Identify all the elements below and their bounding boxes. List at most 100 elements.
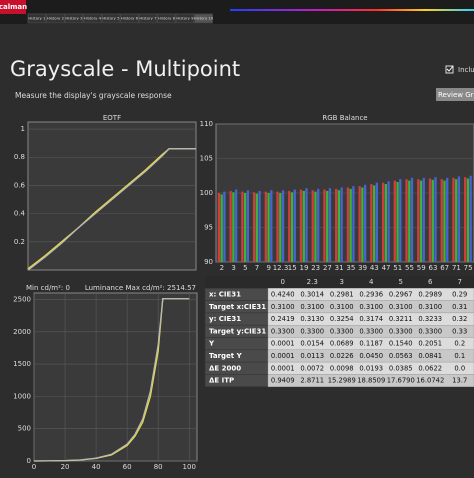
bar (457, 176, 461, 262)
y-tick-label: 0.6 (14, 181, 26, 189)
tab-label[interactable]: History 2 (47, 16, 65, 21)
x-tick-label: 31 (335, 264, 344, 272)
cell: 0.0113 (300, 352, 324, 360)
cell: 0.0098 (330, 364, 354, 372)
x-tick-label: 19 (299, 264, 308, 272)
bar (243, 193, 247, 262)
tab-label[interactable]: History 10 (194, 16, 214, 21)
tab-label[interactable]: History 6 (121, 16, 139, 21)
checkbox-label[interactable]: Inclu (458, 66, 474, 74)
cell: 0.0622 (418, 364, 442, 372)
cell: 0.3100 (271, 303, 295, 311)
bar (293, 189, 296, 262)
row-label: ΔE 2000 (209, 364, 241, 372)
y-tick-label: 1000 (13, 392, 31, 400)
x-tick-label: 59 (417, 264, 426, 272)
x-tick-label: 60 (123, 463, 132, 471)
tab-label[interactable]: History 3 (65, 16, 83, 21)
bar (446, 177, 449, 262)
bar (417, 179, 420, 262)
bar (346, 187, 350, 262)
tab-label[interactable]: History 1 (28, 16, 46, 21)
button-label[interactable]: Review Gra (438, 91, 474, 99)
bar (302, 190, 305, 262)
tab-label[interactable]: History 7 (139, 16, 157, 21)
x-tick-label: 47 (382, 264, 391, 272)
bar (232, 192, 235, 262)
line (27, 148, 196, 271)
cell: 0.3300 (271, 327, 295, 335)
bar (405, 179, 408, 262)
tab-label[interactable]: History 8 (158, 16, 176, 21)
column-header: 7 (458, 278, 462, 286)
checkbox[interactable] (445, 65, 454, 74)
cell: 0.2981 (330, 290, 354, 298)
line (33, 297, 190, 462)
eotf-title: EOTF (103, 114, 121, 122)
plot-area (33, 292, 198, 462)
bar (440, 179, 443, 262)
y-tick-label: 1500 (13, 360, 31, 368)
cell: 18.8509 (357, 377, 385, 385)
x-tick-label: 20 (61, 463, 70, 471)
cell: 0.3100 (359, 303, 383, 311)
x-tick-label: 23 (311, 264, 320, 272)
bar (340, 187, 343, 262)
bar (372, 185, 376, 262)
x-tick-label: 0 (32, 463, 36, 471)
bar (299, 189, 303, 262)
cell: 15.2989 (328, 377, 356, 385)
y-tick-label: 90 (204, 258, 213, 266)
x-tick-label: 100 (183, 463, 196, 471)
cell: 0.3300 (300, 327, 324, 335)
cell: 0.3100 (389, 303, 413, 311)
cell: 0.3300 (330, 327, 354, 335)
logo: calman (0, 3, 27, 11)
bar (255, 193, 259, 262)
cell: 0.0193 (359, 364, 383, 372)
bar (422, 177, 425, 262)
x-tick-label: 80 (154, 463, 163, 471)
lum-label: Luminance (85, 284, 123, 292)
bar (264, 191, 267, 262)
title: Grayscale - Multipoint (10, 57, 240, 81)
bar (387, 181, 390, 262)
y-tick-label: 110 (200, 120, 213, 128)
bar (328, 188, 332, 262)
bar (443, 180, 446, 262)
tab-label[interactable]: History 9 (176, 16, 194, 21)
x-tick-label: 3 (231, 264, 235, 272)
bar (464, 177, 467, 262)
bar (220, 194, 223, 262)
bar (419, 180, 423, 262)
tab[interactable] (194, 13, 213, 24)
bar (252, 192, 256, 262)
bar (363, 184, 367, 262)
bar (469, 175, 472, 262)
cell: 0.2 (454, 340, 465, 348)
bar (317, 188, 320, 262)
cell: 0.9409 (271, 377, 295, 385)
row-label-cell (204, 337, 269, 351)
tab-label[interactable]: History 5 (102, 16, 120, 21)
cell: 0.3174 (359, 315, 383, 323)
bar (452, 177, 455, 262)
cell: 0.0450 (359, 352, 383, 360)
bar (375, 182, 379, 262)
table-header (205, 276, 474, 289)
cell: 0.3100 (300, 303, 324, 311)
column-header: 4 (369, 278, 374, 286)
cell: 0.0001 (271, 364, 295, 372)
cell: 0.0226 (330, 352, 354, 360)
bar (393, 180, 396, 262)
y-tick-label: 105 (200, 155, 213, 163)
row-label: ΔE ITP (209, 377, 234, 385)
button[interactable] (436, 88, 474, 101)
column-header: 0 (281, 278, 285, 286)
x-tick-label: 71 (452, 264, 461, 272)
cell: 0.0385 (389, 364, 413, 372)
bar (323, 189, 326, 262)
tab-label[interactable]: History 4 (84, 16, 102, 21)
x-tick-label: 5 (243, 264, 247, 272)
